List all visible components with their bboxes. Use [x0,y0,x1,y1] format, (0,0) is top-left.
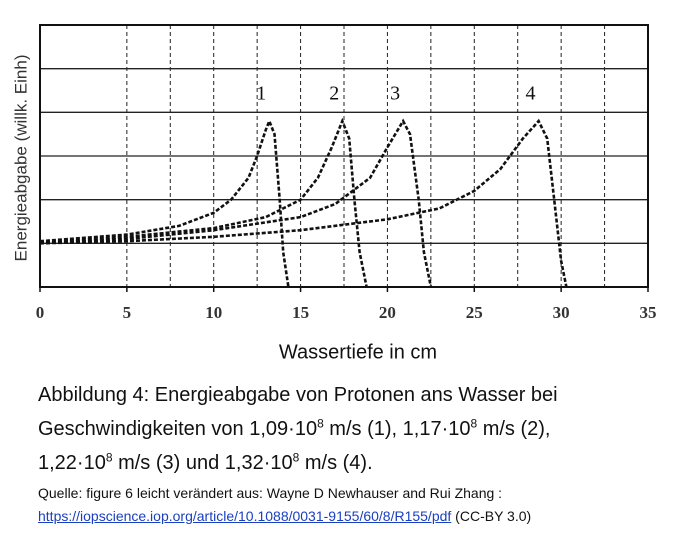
series-label: 1 [256,83,266,105]
caption-line: 1,22·108 m/s (3) und 1,32·108 m/s (4). [38,446,668,480]
chart: Energieabgabe (willk. Einh) Wassertiefe … [11,24,657,363]
superscript: 8 [105,450,113,465]
source-link[interactable]: https://iopscience.iop.org/article/10.10… [38,508,452,524]
caption-line: Geschwindigkeiten von 1,09·108 m/s (1), … [38,412,668,446]
source-license: (CC-BY 3.0) [451,508,532,524]
caption-text: m/s (4). [299,452,373,474]
caption-text: m/s (2), [477,418,551,440]
x-tick-label: 25 [466,303,483,322]
series-label: 3 [390,83,400,105]
x-tick-label: 10 [205,303,222,322]
plot-frame [39,24,649,288]
caption-text: Geschwindigkeiten von 1,09·10 [38,418,318,440]
series-line [39,118,433,288]
caption-text: m/s (3) und 1,32·10 [112,452,293,474]
series-line [39,117,368,288]
x-tick-label: 20 [379,303,396,322]
caption: Abbildung 4: Energieabgabe von Protonen … [38,378,668,480]
caption-text: 1,22·10 [38,452,106,474]
series-label: 4 [526,83,536,105]
series-label: 2 [329,83,339,105]
series-line [39,118,568,288]
superscript: 8 [317,416,324,431]
superscript: 8 [470,416,478,431]
x-tick-label: 15 [292,303,309,322]
x-tick-label: 5 [123,303,132,322]
caption-text: m/s (1), 1,17·10 [323,418,471,440]
y-axis-title: Energieabgabe (willk. Einh) [11,55,30,262]
caption-line: Abbildung 4: Energieabgabe von Protonen … [38,378,668,412]
source-text: Quelle: figure 6 leicht verändert aus: W… [38,485,503,501]
source: Quelle: figure 6 leicht verändert aus: W… [38,482,672,528]
x-tick-label: 30 [553,303,570,322]
x-tick-label: 35 [640,303,657,322]
superscript: 8 [292,450,300,465]
x-axis-title: Wassertiefe in cm [279,341,437,363]
series-line [39,117,290,288]
caption-text: Abbildung 4: Energieabgabe von Protonen … [38,384,558,406]
x-tick-label: 0 [36,303,45,322]
